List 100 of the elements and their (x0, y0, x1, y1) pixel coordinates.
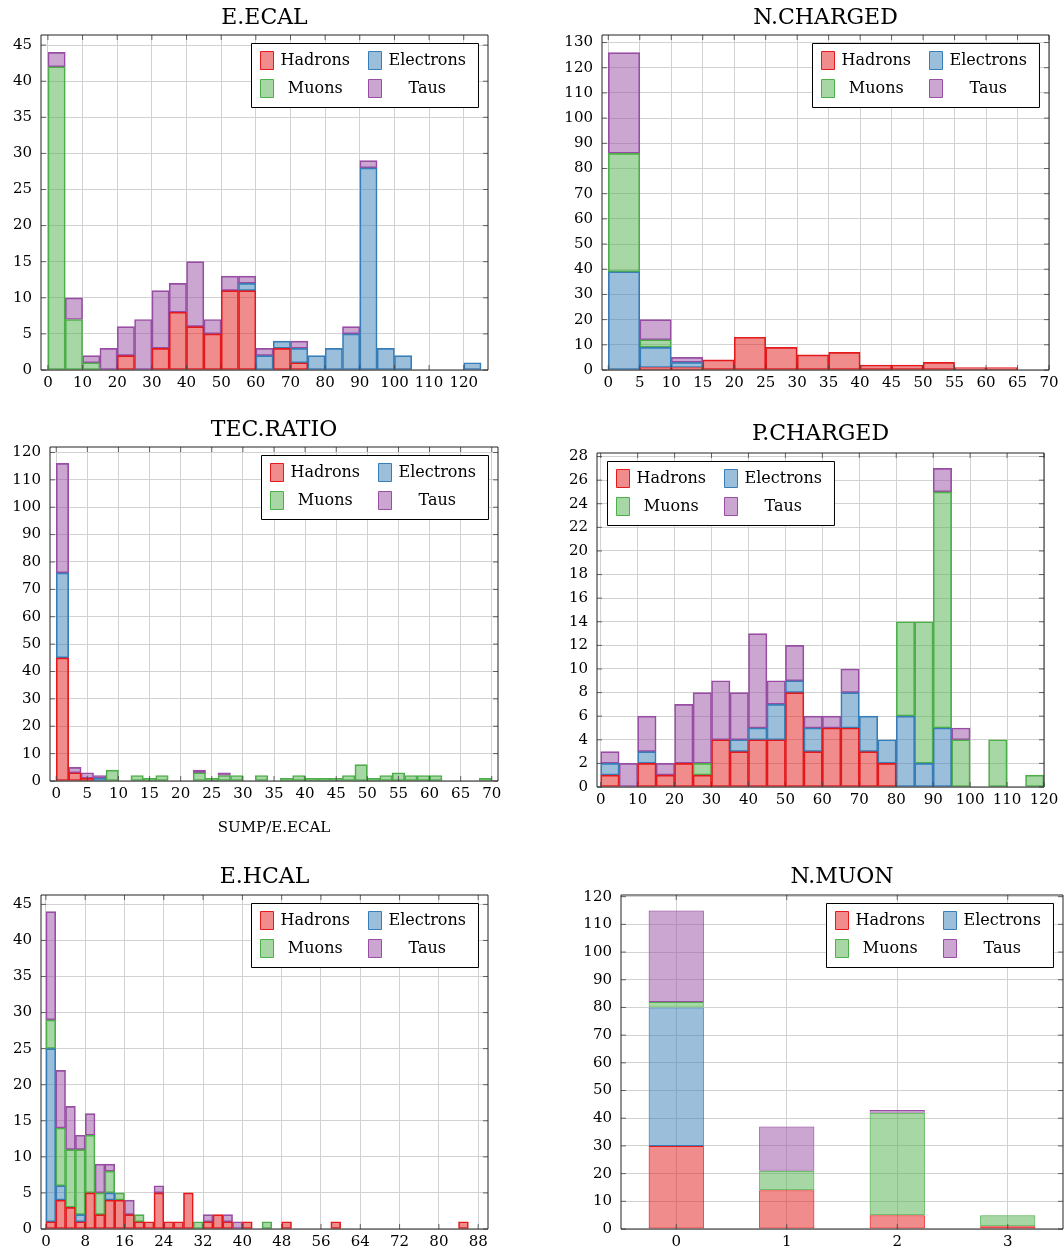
x-tick-label: 15 (140, 783, 160, 802)
x-tick-label: 10 (73, 372, 93, 391)
y-tick-label: 100 (564, 108, 593, 127)
x-tick-label: 60 (420, 783, 440, 802)
y-tick-label: 40 (21, 661, 41, 680)
bar (988, 739, 1008, 787)
x-tick-label: 40 (295, 783, 315, 802)
y-tick-label: 100 (12, 497, 41, 516)
y-tick-label: 8 (578, 682, 588, 701)
bar (45, 1019, 57, 1049)
x-tick-label: 20 (107, 372, 127, 391)
bar (648, 1145, 704, 1229)
y-tick-label: 0 (22, 359, 32, 378)
y-tick-label: 80 (592, 997, 612, 1016)
x-tick-label: 100 (380, 372, 409, 391)
y-tick-label: 60 (573, 208, 593, 227)
x-tick-label: 15 (693, 372, 713, 391)
bar (922, 362, 955, 370)
bar (359, 160, 378, 169)
legend-label: Muons (297, 489, 353, 509)
x-tick-label: 120 (1029, 789, 1059, 808)
x-axis-title: SUMP/E.ECAL (217, 817, 331, 836)
y-tick-label: 120 (12, 442, 41, 461)
bar (618, 763, 638, 787)
x-tick-label: 3 (1002, 1231, 1013, 1250)
legend-label: Taus (408, 937, 446, 957)
bar (84, 1113, 96, 1136)
legend-label: Taus (969, 77, 1007, 97)
y-tick-label: 120 (583, 886, 612, 905)
y-tick-label: 30 (592, 1135, 612, 1154)
legend-label: Muons (848, 77, 904, 97)
y-tick-label: 50 (21, 634, 41, 653)
x-tick-label: 0 (671, 1231, 682, 1250)
bar (639, 339, 672, 348)
legend-label: Hadrons (280, 49, 351, 69)
legend-label: Hadrons (841, 49, 912, 69)
y-tick-label: 120 (564, 57, 593, 76)
x-tick-label: 30 (142, 372, 162, 391)
x-tick-label: 120 (449, 372, 479, 391)
bar (869, 1112, 925, 1216)
y-tick-label: 50 (573, 233, 593, 252)
x-tick-label: 30 (701, 789, 722, 808)
legend-label: Electrons (963, 909, 1041, 929)
y-tick-label: 28 (568, 446, 588, 465)
y-tick-label: 40 (592, 1108, 612, 1127)
legend-label: Electrons (398, 461, 476, 481)
x-tick-label: 70 (482, 783, 502, 802)
y-tick-label: 20 (573, 309, 593, 328)
legend-label: Hadrons (855, 909, 926, 929)
x-tick-label: 60 (976, 372, 996, 391)
x-tick-label: 56 (311, 1231, 331, 1250)
bar (870, 1216, 924, 1228)
legend-label: Muons (287, 77, 343, 97)
bar (803, 727, 823, 752)
y-tick-label: 90 (592, 969, 612, 988)
bar (104, 1170, 116, 1194)
bar (759, 1170, 815, 1191)
y-tick-label: 4 (578, 729, 588, 748)
y-tick-label: 2 (578, 753, 588, 772)
bar (255, 775, 269, 781)
y-tick-label: 20 (12, 1074, 32, 1093)
y-tick-label: 25 (12, 1038, 32, 1057)
bar (648, 910, 704, 1002)
x-tick-label: 90 (350, 372, 370, 391)
x-tick-label: 25 (202, 783, 222, 802)
y-tick-label: 20 (12, 215, 32, 234)
x-tick-label: 5 (635, 372, 645, 391)
bar (639, 319, 672, 341)
x-tick-label: 0 (51, 783, 61, 802)
x-tick-label: 65 (1007, 372, 1028, 391)
x-tick-label: 100 (955, 789, 985, 808)
x-tick-label: 80 (429, 1231, 449, 1250)
y-tick-label: 30 (573, 284, 593, 303)
y-tick-label: 30 (12, 143, 32, 162)
x-tick-label: 70 (1039, 372, 1059, 391)
y-tick-label: 0 (31, 770, 41, 789)
x-tick-label: 50 (913, 372, 933, 391)
x-tick-label: 24 (154, 1231, 174, 1250)
y-tick-label: 80 (573, 158, 593, 177)
x-tick-label: 55 (945, 372, 965, 391)
y-tick-label: 20 (568, 540, 588, 559)
x-tick-label: 65 (451, 783, 471, 802)
x-tick-label: 72 (390, 1231, 410, 1250)
y-tick-label: 26 (568, 470, 588, 489)
x-tick-label: 20 (171, 783, 191, 802)
x-tick-label: 110 (414, 372, 444, 391)
bar (238, 283, 257, 291)
x-tick-label: 35 (819, 372, 839, 391)
legend-label: Hadrons (280, 909, 351, 929)
x-tick-label: 20 (724, 372, 744, 391)
y-tick-label: 70 (592, 1025, 612, 1044)
x-tick-label: 70 (280, 372, 301, 391)
bar (463, 362, 482, 370)
y-tick-label: 18 (568, 564, 588, 583)
bar (290, 340, 309, 349)
x-tick-label: 50 (775, 789, 795, 808)
x-tick-label: 48 (272, 1231, 292, 1250)
x-tick-label: 20 (665, 789, 685, 808)
bar (255, 348, 274, 356)
x-tick-label: 8 (80, 1231, 90, 1250)
